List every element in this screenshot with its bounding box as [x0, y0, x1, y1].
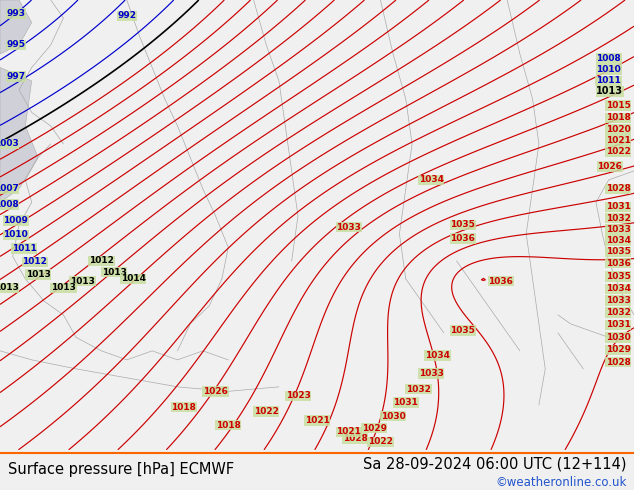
Text: 1013: 1013 — [25, 270, 51, 279]
Text: Surface pressure [hPa] ECMWF: Surface pressure [hPa] ECMWF — [8, 462, 234, 477]
Text: 1032: 1032 — [406, 385, 431, 393]
Text: 1034: 1034 — [605, 236, 631, 245]
Text: 1013: 1013 — [51, 283, 76, 293]
Text: 1033: 1033 — [605, 225, 631, 234]
Text: 1012: 1012 — [89, 256, 114, 266]
Text: 1015: 1015 — [605, 101, 631, 110]
Text: 1011: 1011 — [596, 76, 621, 85]
Text: 1023: 1023 — [285, 392, 311, 400]
Text: 1021: 1021 — [605, 136, 631, 145]
Text: 1035: 1035 — [605, 272, 631, 281]
Text: 1035: 1035 — [450, 220, 476, 229]
Text: 1029: 1029 — [605, 345, 631, 354]
Text: 1010: 1010 — [3, 230, 29, 239]
Text: 1012: 1012 — [22, 257, 48, 266]
Text: 1018: 1018 — [171, 403, 197, 412]
Text: 1034: 1034 — [425, 351, 450, 360]
Text: 1032: 1032 — [605, 214, 631, 222]
Text: 1031: 1031 — [605, 320, 631, 329]
Text: 993: 993 — [6, 9, 25, 18]
Text: 992: 992 — [117, 11, 136, 20]
Text: 1010: 1010 — [596, 65, 621, 74]
Text: 1028: 1028 — [605, 358, 631, 367]
Text: 1018: 1018 — [216, 420, 241, 430]
Text: 1036: 1036 — [450, 234, 476, 243]
Text: 1003: 1003 — [0, 140, 19, 148]
Text: 1034: 1034 — [605, 284, 631, 294]
Text: 1021: 1021 — [336, 427, 361, 436]
Text: 1036: 1036 — [605, 259, 631, 268]
Text: 1013: 1013 — [101, 268, 127, 277]
Text: 1028: 1028 — [605, 184, 631, 194]
Text: 1008: 1008 — [596, 54, 621, 63]
Text: 1026: 1026 — [597, 162, 623, 171]
Text: 995: 995 — [6, 41, 25, 49]
Text: 1022: 1022 — [254, 407, 279, 416]
Text: 1033: 1033 — [605, 296, 631, 305]
Polygon shape — [0, 68, 38, 202]
Text: 1036: 1036 — [488, 277, 514, 286]
Text: 1033: 1033 — [418, 369, 444, 378]
Text: 1032: 1032 — [605, 308, 631, 317]
Text: 1030: 1030 — [380, 412, 406, 420]
Text: 997: 997 — [6, 72, 25, 81]
Text: 1022: 1022 — [368, 437, 393, 446]
Text: 1021: 1021 — [304, 416, 330, 425]
Text: 1013: 1013 — [0, 283, 19, 293]
Text: ©weatheronline.co.uk: ©weatheronline.co.uk — [495, 476, 626, 490]
Text: 1008: 1008 — [0, 200, 19, 209]
Text: Sa 28-09-2024 06:00 UTC (12+114): Sa 28-09-2024 06:00 UTC (12+114) — [363, 456, 626, 471]
Text: 1018: 1018 — [605, 113, 631, 122]
Text: 1013: 1013 — [70, 277, 95, 286]
Text: 1028: 1028 — [342, 434, 368, 443]
Text: 1034: 1034 — [418, 175, 444, 184]
Text: 1011: 1011 — [11, 244, 37, 253]
Text: 1035: 1035 — [605, 247, 631, 256]
Text: 1013: 1013 — [597, 86, 623, 97]
Polygon shape — [0, 0, 32, 54]
Text: 1007: 1007 — [0, 184, 19, 194]
Text: 1014: 1014 — [120, 274, 146, 283]
Text: 1033: 1033 — [336, 222, 361, 232]
Text: 1022: 1022 — [605, 147, 631, 156]
Text: 1031: 1031 — [605, 202, 631, 211]
Text: 1026: 1026 — [203, 387, 228, 396]
Text: 1020: 1020 — [605, 125, 631, 134]
Text: 1035: 1035 — [450, 326, 476, 335]
Text: 1029: 1029 — [361, 424, 387, 433]
Text: 1030: 1030 — [605, 333, 631, 342]
Text: 1031: 1031 — [393, 398, 418, 407]
Text: 1009: 1009 — [3, 216, 29, 225]
